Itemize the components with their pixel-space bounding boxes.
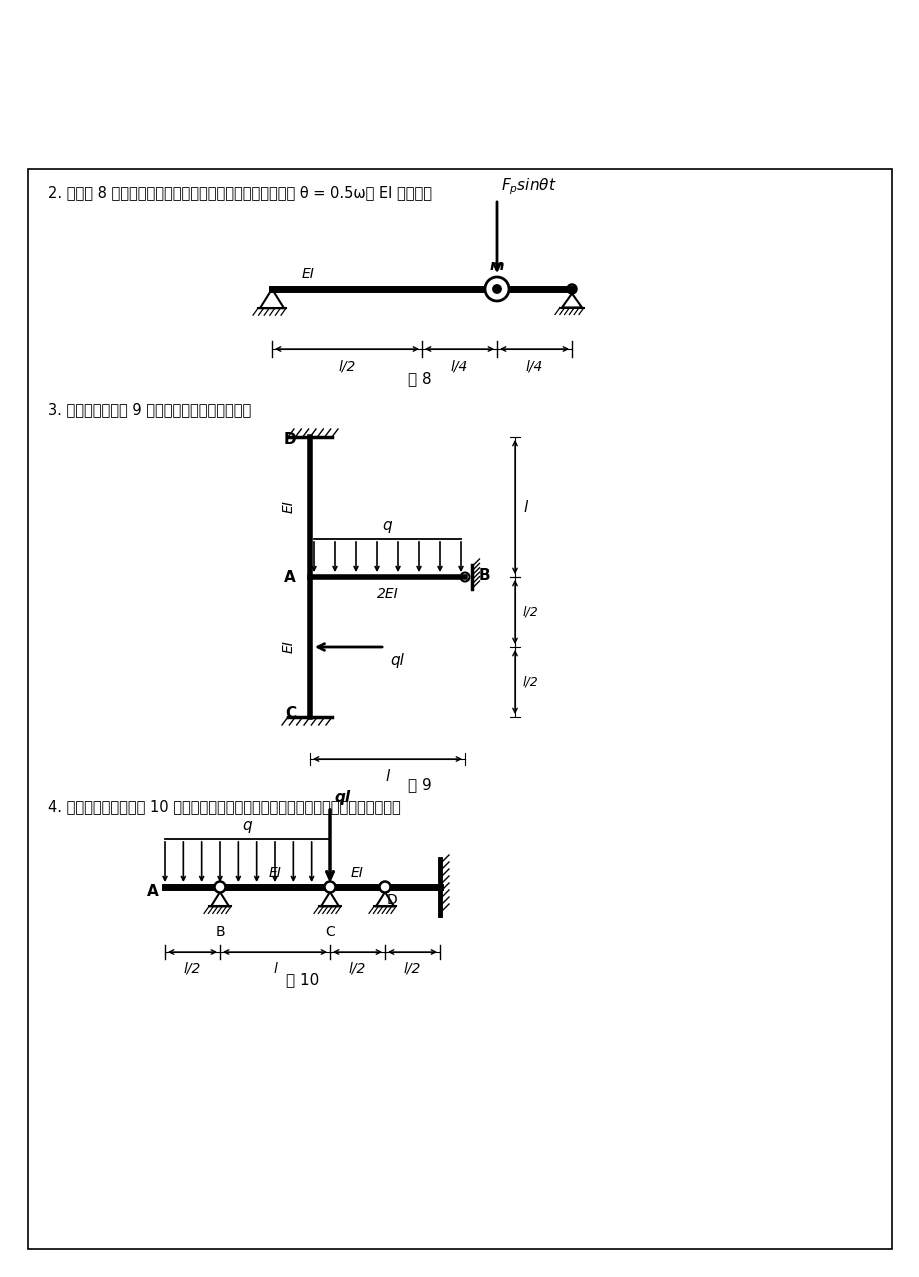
Text: l: l (385, 769, 390, 784)
Circle shape (380, 881, 390, 893)
Text: C: C (324, 925, 335, 939)
Text: EI: EI (282, 641, 296, 654)
Text: l/4: l/4 (450, 359, 468, 373)
Text: 2. 计算图 8 所示体系在简谐荷载作用下的最大动位移。其中 θ = 0.5ω， EI 为常数。: 2. 计算图 8 所示体系在简谐荷载作用下的最大动位移。其中 θ = 0.5ω，… (48, 185, 432, 200)
Text: D: D (387, 893, 397, 907)
Text: l/2: l/2 (403, 962, 421, 976)
Text: ql: ql (390, 653, 403, 668)
Text: EI: EI (351, 866, 364, 880)
Text: l/4: l/4 (526, 359, 542, 373)
Text: l/2: l/2 (522, 676, 539, 688)
Text: m: m (489, 259, 504, 273)
Text: l/2: l/2 (184, 962, 201, 976)
Text: C: C (285, 705, 296, 720)
Text: D: D (283, 432, 296, 447)
Text: EI: EI (268, 866, 281, 880)
Text: A: A (147, 884, 159, 899)
Circle shape (493, 285, 501, 294)
Circle shape (484, 277, 508, 301)
Text: l: l (522, 499, 527, 515)
Circle shape (214, 881, 225, 893)
Text: EI: EI (282, 501, 296, 513)
Text: l/2: l/2 (338, 359, 356, 373)
Text: q: q (382, 518, 391, 533)
Text: l/2: l/2 (522, 605, 539, 618)
Text: ql: ql (334, 790, 350, 805)
Text: 2EI: 2EI (376, 587, 398, 601)
Text: 图 9: 图 9 (408, 776, 431, 792)
Text: q: q (243, 819, 252, 833)
Bar (28, 169, 891, 1249)
Text: B: B (215, 925, 224, 939)
Text: $F_p sin\theta t$: $F_p sin\theta t$ (501, 176, 556, 197)
Text: B: B (479, 567, 490, 582)
Text: 4. 用力矩分派法计算图 10 所示持续梁，并绘梁的弯矩图。（注意：分派、传递一轮）: 4. 用力矩分派法计算图 10 所示持续梁，并绘梁的弯矩图。（注意：分派、传递一… (48, 799, 401, 813)
Circle shape (324, 881, 335, 893)
Text: l/2: l/2 (348, 962, 366, 976)
Text: EI: EI (301, 267, 314, 281)
Text: A: A (284, 570, 296, 585)
Text: l: l (273, 962, 277, 976)
Text: 图 8: 图 8 (408, 372, 431, 386)
Text: 3. 用位移法计算图 9 所示构造，并绘出弯矩图。: 3. 用位移法计算图 9 所示构造，并绘出弯矩图。 (48, 402, 251, 418)
Text: 图 10: 图 10 (286, 972, 319, 987)
